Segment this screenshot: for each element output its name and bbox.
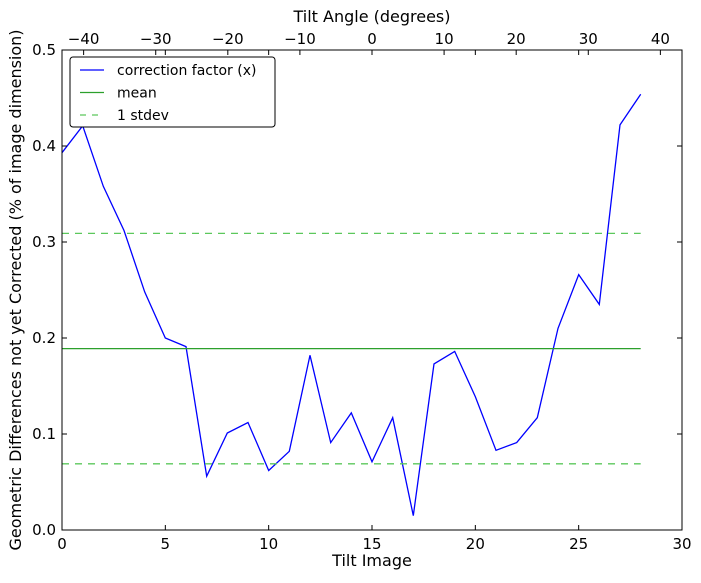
- x-tick-label: 25: [569, 535, 588, 553]
- legend-label-2: 1 stdev: [117, 108, 169, 124]
- x-tick-label: 10: [259, 535, 278, 553]
- top-x-tick-label: −30: [140, 30, 172, 48]
- plot-area: 0 5 10 15 20 25 30 0.0 0.1 0.2 0.3 0.4 0.5 −40 −30 −20 −…: [32, 30, 691, 553]
- legend-label-1: mean: [117, 86, 157, 102]
- y-tick-label: 0.3: [32, 233, 56, 251]
- legend: correction factor (x) mean 1 stdev: [69, 56, 276, 128]
- top-x-tick-label: 20: [507, 30, 526, 48]
- legend-box: [69, 56, 276, 128]
- y-tick-label: 0.5: [32, 41, 56, 59]
- y-tick-label: 0.1: [32, 425, 56, 443]
- x-tick-label: 30: [672, 535, 691, 553]
- top-x-tick-label: −40: [68, 30, 100, 48]
- y-tick-label: 0.4: [32, 137, 56, 155]
- x-tick-label: 0: [57, 535, 67, 553]
- top-x-tick-label: −20: [212, 30, 244, 48]
- top-x-tick-label: −10: [284, 30, 316, 48]
- top-x-tick-label: 30: [579, 30, 598, 48]
- y-tick-label: 0.0: [32, 521, 56, 539]
- series-line-0: [61, 93, 642, 516]
- legend-label-0: correction factor (x): [117, 63, 256, 79]
- y-tick-label: 0.2: [32, 329, 56, 347]
- x-tick-label: 15: [362, 535, 381, 553]
- x-tick-label: 20: [466, 535, 485, 553]
- top-x-tick-label: 10: [435, 30, 454, 48]
- y-axis-label: Geometric Differences not yet Corrected …: [6, 29, 25, 550]
- top-x-tick-label: 40: [651, 30, 670, 48]
- top-x-tick-label: 0: [367, 30, 377, 48]
- x-axis-label: Tilt Image: [331, 551, 412, 570]
- x-tick-label: 5: [161, 535, 171, 553]
- top-x-axis-label: Tilt Angle (degrees): [292, 7, 450, 26]
